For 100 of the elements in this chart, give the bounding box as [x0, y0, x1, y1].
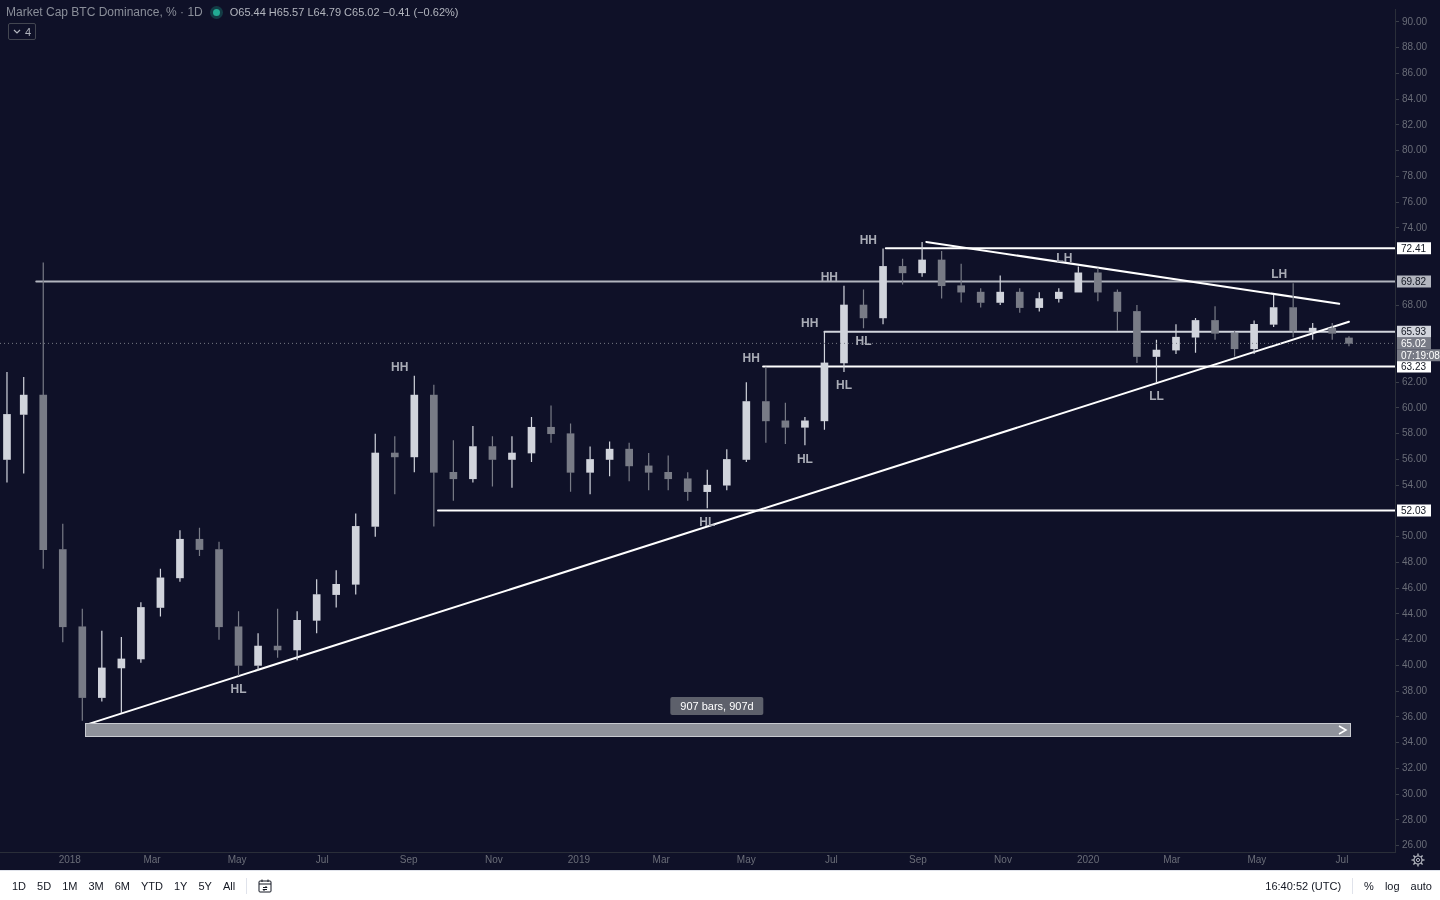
y-tick-label: 88.00 [1402, 41, 1428, 53]
x-tick-label: Jul [315, 853, 329, 865]
text: 5D [37, 879, 52, 892]
candlestick [371, 433, 380, 538]
candlestick [58, 523, 67, 643]
candlestick [410, 375, 419, 473]
candlestick [566, 422, 575, 493]
annotation: 907 bars, 907d [670, 697, 764, 715]
y-tick-label: 44.00 [1402, 607, 1428, 619]
text: 5Y [198, 879, 212, 892]
candlestick [195, 527, 204, 557]
candlestick [898, 258, 907, 286]
text: 6M [114, 879, 130, 892]
y-tick-label: 56.00 [1402, 453, 1428, 465]
annotation: HH [801, 316, 819, 331]
annotation: HH [390, 360, 409, 375]
y-tick-label: 80.00 [1402, 144, 1428, 156]
data-label: 72.41 [1401, 242, 1427, 254]
x-tick-label: Nov [994, 853, 1012, 865]
annotation: HH [742, 351, 760, 366]
candlestick [1094, 267, 1102, 302]
text: 1M [62, 879, 78, 892]
text: 1Y [173, 879, 188, 892]
y-tick-label: 50.00 [1402, 530, 1428, 542]
candlestick [937, 250, 946, 300]
annotation: HL [796, 451, 813, 466]
y-tick-label: 76.00 [1402, 195, 1428, 207]
annotation: HH [820, 270, 838, 285]
x-tick-label: Sep [909, 853, 928, 865]
y-tick-label: 34.00 [1402, 736, 1428, 748]
x-tick-label: May [736, 853, 756, 865]
candlestick [137, 601, 145, 664]
y-tick-label: 90.00 [1402, 15, 1428, 27]
candlestick [1113, 288, 1122, 332]
x-tick-label: 2019 [567, 853, 591, 865]
x-tick-label: Mar [652, 853, 671, 865]
candlestick [254, 632, 262, 672]
y-tick-label: 62.00 [1402, 375, 1428, 387]
candlestick [644, 452, 653, 491]
candlestick [390, 435, 399, 495]
y-tick-label: 40.00 [1402, 659, 1428, 671]
annotation: HL [835, 378, 852, 393]
candlestick [1289, 282, 1297, 338]
annotation: 4 [25, 25, 32, 38]
y-tick-label: 28.00 [1402, 813, 1428, 825]
candlestick [605, 440, 614, 477]
data-label: 52.03 [1401, 504, 1427, 516]
candlestick [78, 608, 87, 722]
candlestick [625, 442, 633, 482]
annotation: HL [230, 681, 247, 696]
annotation: HL [699, 514, 716, 529]
candlestick [234, 610, 243, 677]
candlestick [742, 381, 751, 463]
candlestick [976, 287, 985, 309]
candlestick [293, 610, 301, 661]
y-tick-label: 78.00 [1402, 170, 1428, 182]
y-tick-label: 82.00 [1402, 118, 1428, 130]
candlestick [664, 455, 673, 491]
text: 1D [12, 879, 27, 892]
annotation: LH [1056, 250, 1073, 265]
candlestick [703, 469, 712, 509]
annotation: LL [1149, 388, 1164, 403]
annotation: HH [859, 232, 878, 247]
candlestick [762, 366, 770, 444]
x-tick-label: 2020 [1076, 853, 1100, 865]
y-tick-label: 74.00 [1402, 221, 1428, 233]
candlestick [918, 241, 926, 278]
text: auto [1410, 879, 1432, 892]
annotation: LH [1271, 267, 1288, 282]
y-tick-label: 58.00 [1402, 427, 1428, 439]
y-tick-label: 86.00 [1402, 67, 1428, 79]
candlestick [508, 435, 516, 489]
candlestick [19, 376, 28, 475]
candlestick [98, 630, 106, 703]
candlestick [879, 247, 887, 325]
candlestick [1211, 305, 1219, 341]
x-tick-label: Sep [399, 853, 419, 865]
ref-line-label: 65.02 [1401, 337, 1427, 349]
candlestick [156, 568, 165, 618]
y-tick-label: 68.00 [1402, 298, 1428, 310]
x-tick-label: May [227, 853, 247, 865]
y-tick-label: 30.00 [1402, 787, 1428, 799]
x-tick-label: May [1247, 853, 1267, 865]
y-tick-label: 48.00 [1402, 556, 1428, 568]
y-tick-label: 42.00 [1402, 633, 1428, 645]
y-tick-label: 38.00 [1402, 684, 1428, 696]
candlestick [215, 541, 223, 641]
data-label: 69.82 [1401, 275, 1427, 287]
x-tick-label: Mar [143, 853, 162, 865]
candlestick [3, 371, 11, 484]
text: 3M [88, 879, 104, 892]
text: All [222, 879, 236, 892]
text: 16:40:52 (UTC) [1265, 879, 1342, 892]
y-tick-label: 26.00 [1402, 839, 1428, 851]
data-label: 63.23 [1401, 360, 1427, 372]
candlestick [801, 416, 809, 446]
y-tick-label: 60.00 [1402, 401, 1428, 413]
y-tick-label: 32.00 [1402, 762, 1428, 774]
candlestick [449, 439, 458, 502]
candlestick [586, 445, 594, 495]
